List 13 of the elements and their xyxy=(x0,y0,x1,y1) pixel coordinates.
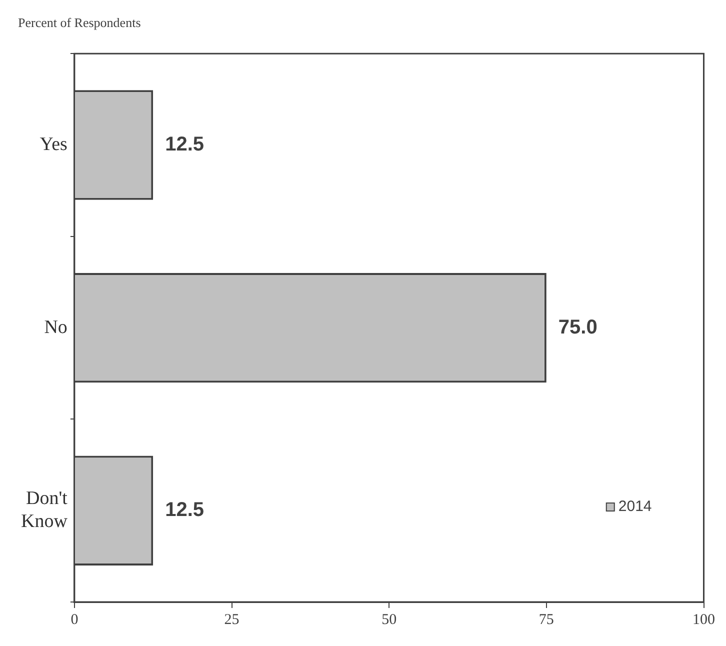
x-tick-label: 50 xyxy=(382,612,397,628)
x-tick-label: 100 xyxy=(692,612,715,628)
chart-title: Percent of Respondents xyxy=(18,15,141,30)
legend-label: 2014 xyxy=(618,498,652,516)
data-label: 12.5 xyxy=(165,134,204,156)
y-tick-label: Don't Know xyxy=(20,488,68,532)
data-label: 75.0 xyxy=(558,316,598,338)
y-tick-label: No xyxy=(44,316,68,338)
x-tick-label: 25 xyxy=(224,612,240,628)
x-tick-label: 75 xyxy=(538,612,554,628)
y-tick-label: Yes xyxy=(40,134,68,155)
data-label: 12.5 xyxy=(165,499,204,522)
x-tick-label: 0 xyxy=(70,612,78,628)
